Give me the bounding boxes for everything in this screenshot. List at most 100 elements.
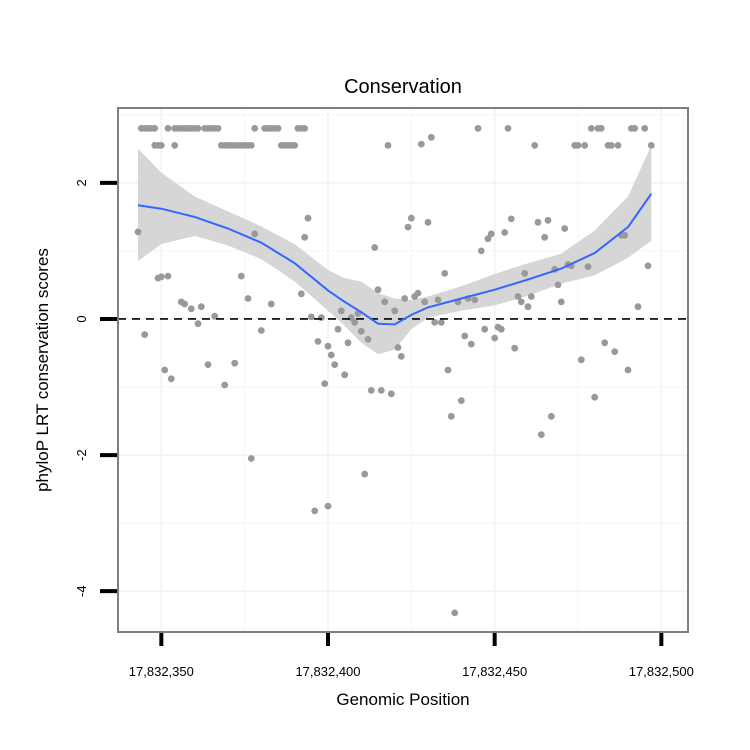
x-tick-label: 17,832,350 [129,664,194,679]
data-point [181,300,189,308]
data-point [511,344,519,352]
panel-border [117,107,689,633]
x-tick-label: 17,832,400 [295,664,360,679]
data-point [417,140,425,148]
data-point [311,507,319,515]
data-point [621,231,629,239]
data-point [161,366,169,374]
data-point [187,305,195,313]
data-point [407,214,415,222]
data-point [251,230,259,238]
data-point [641,124,649,132]
data-point [257,327,265,334]
data-point [614,142,622,149]
data-point [301,233,309,241]
data-point [221,381,229,389]
data-point [457,397,465,404]
smooth-fit-line [137,193,653,326]
data-point [164,124,172,132]
data-point [321,380,329,387]
data-point [237,272,245,280]
data-point [634,303,642,311]
data-point [141,331,149,338]
data-point [364,336,372,343]
data-point [394,344,402,351]
y-tick-label: -2 [74,449,89,461]
data-point [337,307,345,315]
x-axis-ticks: 17,832,350 17,832,400 17,832,450 17,832,500 [129,633,694,679]
data-point [424,218,432,226]
data-point [197,303,205,311]
data-point [377,387,385,394]
data-point [397,353,405,360]
y-tick-label: 0 [74,315,89,322]
data-point [561,225,569,232]
data-point [307,313,315,321]
data-point [451,609,459,617]
data-point [481,325,489,333]
data-point [427,133,435,141]
data-point [341,371,349,379]
data-point [611,348,619,355]
data-point [151,124,159,132]
data-point [501,229,509,236]
data-point [381,298,389,306]
data-point [371,244,379,251]
data-point [487,230,495,238]
data-point [367,387,375,394]
data-point [467,340,475,348]
data-point [497,325,505,333]
y-axis-label: phyloP LRT conservation scores [33,248,52,492]
data-point [591,393,599,401]
data-point [317,314,325,321]
data-point [554,281,562,289]
data-point [387,390,395,398]
data-point [471,296,479,304]
data-point [491,334,499,342]
data-point [194,124,202,132]
data-point [601,339,609,347]
data-point [574,142,582,149]
data-point [344,339,352,347]
chart-title: Conservation [344,76,462,98]
data-point [644,262,652,270]
data-point [624,366,632,374]
data-point [204,361,212,368]
x-tick-label: 17,832,450 [462,664,527,679]
data-point [541,233,549,241]
data-point [214,124,222,132]
data-point [324,502,332,510]
data-point [524,303,532,311]
data-point [631,124,639,132]
data-point [134,228,142,236]
data-point [164,272,172,280]
data-point [291,142,299,149]
data-point [211,312,219,320]
data-point [507,215,515,223]
data-point [484,235,492,243]
data-point [297,290,305,298]
data-point [584,263,592,270]
data-point [437,319,445,326]
data-point [324,342,332,350]
data-point [331,361,339,368]
data-point [274,124,282,132]
data-point [521,270,529,277]
data-point [607,142,615,149]
data-point [374,286,382,294]
data-point [304,214,312,222]
y-axis-ticks: -4 -2 0 2 [74,179,117,597]
data-point [527,293,535,300]
data-point [534,218,542,226]
data-point [157,273,165,281]
data-point [537,431,545,438]
data-point [167,375,175,383]
data-point [597,124,605,132]
data-point [384,142,392,149]
data-point [544,216,552,224]
data-point [401,295,409,302]
data-point [357,327,365,335]
data-point [547,412,555,420]
data-point [577,356,585,364]
y-tick-label: -4 [74,585,89,597]
